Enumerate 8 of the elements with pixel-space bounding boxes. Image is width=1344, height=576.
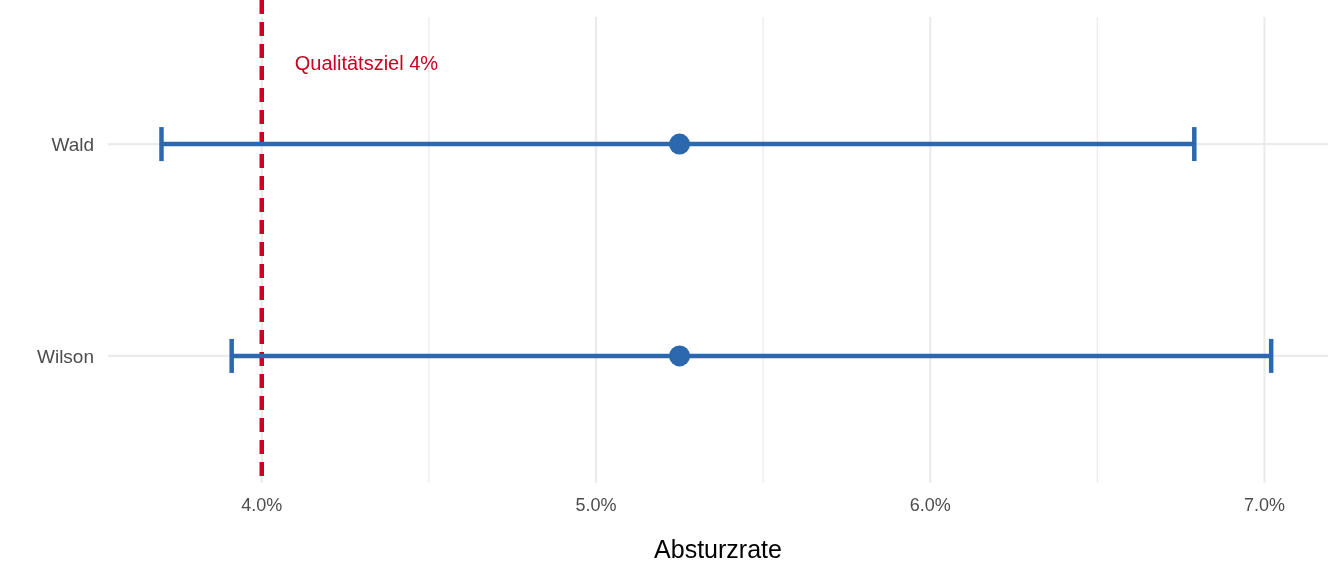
x-tick-label: 6.0% bbox=[909, 495, 951, 515]
ref-line-label: Qualitätsziel 4% bbox=[294, 52, 439, 74]
x-axis-title: Absturzrate bbox=[654, 535, 782, 563]
x-tick-label: 7.0% bbox=[1243, 495, 1286, 515]
y-tick-label: Wilson bbox=[36, 345, 94, 367]
y-tick-label: Wald bbox=[51, 133, 94, 155]
x-tick-label: 5.0% bbox=[575, 495, 617, 515]
x-tick-label: 4.0% bbox=[241, 495, 283, 515]
